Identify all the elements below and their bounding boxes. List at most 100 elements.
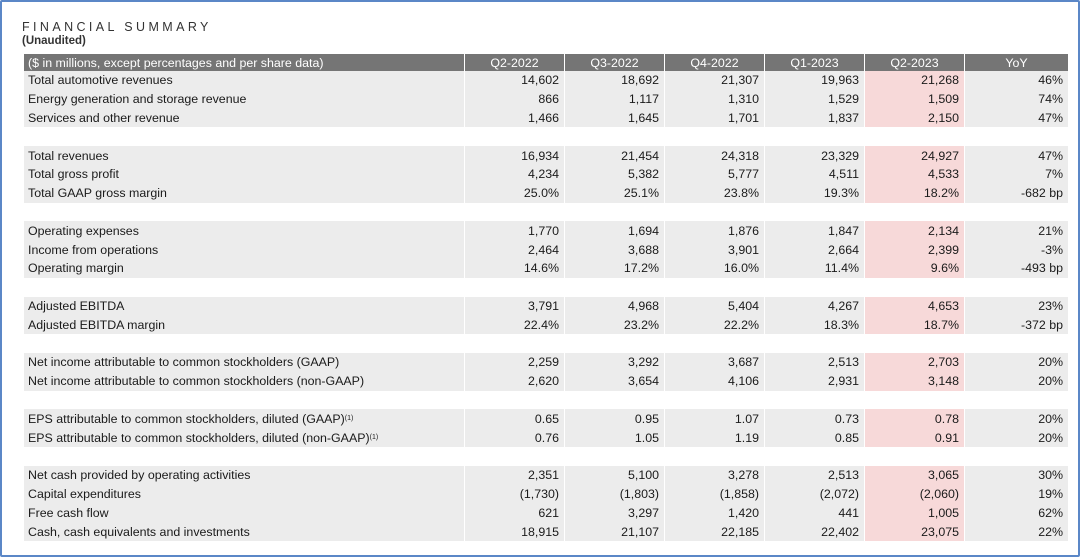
value-cell: 21,268 (865, 71, 965, 90)
yoy-cell: 30% (965, 465, 1068, 485)
value-cell: 22,185 (665, 522, 765, 541)
value-cell: 23,075 (865, 522, 965, 541)
value-cell: 3,687 (665, 352, 765, 372)
row-label: EPS attributable to common stockholders,… (24, 409, 465, 429)
value-cell: 18.3% (765, 315, 865, 335)
value-cell: 2,931 (765, 371, 865, 391)
value-cell: 21,307 (665, 71, 765, 90)
row-label: Net income attributable to common stockh… (24, 352, 465, 372)
yoy-cell: 74% (965, 89, 1068, 109)
value-cell: 866 (465, 89, 565, 109)
value-cell: 22.2% (665, 315, 765, 335)
value-cell: 2,513 (765, 465, 865, 485)
row-label: Total automotive revenues (24, 71, 465, 90)
value-cell: 3,901 (665, 240, 765, 259)
value-cell: 3,654 (565, 371, 665, 391)
value-cell: 23,329 (765, 146, 865, 165)
value-cell: 23.2% (565, 315, 665, 335)
yoy-cell: -493 bp (965, 258, 1068, 278)
value-cell: 14.6% (465, 258, 565, 278)
row-label: Energy generation and storage revenue (24, 89, 465, 109)
table-row: Net cash provided by operating activitie… (24, 465, 1068, 485)
value-cell: 18.7% (865, 315, 965, 335)
table-row: Cash, cash equivalents and investments 18… (24, 522, 1068, 541)
value-cell: 3,148 (865, 371, 965, 391)
yoy-cell: 46% (965, 71, 1068, 90)
value-cell: 1,770 (465, 221, 565, 241)
value-cell: 14,602 (465, 71, 565, 90)
value-cell: 16.0% (665, 258, 765, 278)
row-label-text: EPS attributable to common stockholders,… (28, 411, 345, 426)
financial-summary-table: ($ in millions, except percentages and p… (24, 54, 1068, 541)
header-q2-2023: Q2-2023 (865, 54, 965, 71)
value-cell: 21,107 (565, 522, 665, 541)
table-row: Adjusted EBITDA 3,791 4,968 5,404 4,267 4,653… (24, 296, 1068, 316)
value-cell: 4,267 (765, 296, 865, 316)
value-cell: 1,466 (465, 108, 565, 128)
value-cell: 4,234 (465, 164, 565, 184)
row-label: Total GAAP gross margin (24, 183, 465, 203)
row-label: Operating margin (24, 258, 465, 278)
value-cell: 3,688 (565, 240, 665, 259)
row-label-text: Total gross profit (28, 167, 119, 182)
row-label-text: Cash, cash equivalents and investments (28, 524, 250, 539)
value-cell: 1.05 (565, 428, 665, 447)
value-cell: 1,694 (565, 221, 665, 241)
row-label: Services and other revenue (24, 108, 465, 128)
value-cell: 22,402 (765, 522, 865, 541)
group-spacer (24, 203, 1068, 222)
value-cell: (2,072) (765, 484, 865, 504)
table-row: Free cash flow 621 3,297 1,420 441 1,005 62% (24, 503, 1068, 523)
value-cell: 1,529 (765, 89, 865, 109)
value-cell: 2,513 (765, 352, 865, 372)
row-label: Cash, cash equivalents and investments (24, 522, 465, 541)
value-cell: 0.76 (465, 428, 565, 447)
yoy-cell: -372 bp (965, 315, 1068, 335)
value-cell: 1,701 (665, 108, 765, 128)
row-label: Free cash flow (24, 503, 465, 523)
value-cell: 4,968 (565, 296, 665, 316)
value-cell: (2,060) (865, 484, 965, 504)
value-cell: 1,509 (865, 89, 965, 109)
group-spacer (24, 278, 1068, 297)
group-spacer (24, 334, 1068, 353)
row-label-text: Total automotive revenues (28, 73, 173, 88)
row-label: Adjusted EBITDA (24, 296, 465, 316)
yoy-cell: 62% (965, 503, 1068, 523)
value-cell: 25.1% (565, 183, 665, 203)
table-row: Total gross profit 4,234 5,382 5,777 4,511 4,… (24, 164, 1068, 184)
value-cell: 4,511 (765, 164, 865, 184)
value-cell: 4,533 (865, 164, 965, 184)
yoy-cell: 7% (965, 164, 1068, 184)
value-cell: 0.95 (565, 409, 665, 429)
value-cell: 2,150 (865, 108, 965, 128)
yoy-cell: 20% (965, 352, 1068, 372)
table-row: Operating margin 14.6% 17.2% 16.0% 11.4% 9.6%… (24, 258, 1068, 278)
header-q1-2023: Q1-2023 (765, 54, 865, 71)
value-cell: 25.0% (465, 183, 565, 203)
row-label-text: Net cash provided by operating activitie… (28, 468, 251, 483)
yoy-cell: 23% (965, 296, 1068, 316)
value-cell: 1,005 (865, 503, 965, 523)
row-label: Net income attributable to common stockh… (24, 371, 465, 391)
table-row: EPS attributable to common stockholders,… (24, 428, 1068, 447)
table-header-row: ($ in millions, except percentages and p… (24, 54, 1068, 71)
value-cell: 22.4% (465, 315, 565, 335)
page-subtitle: (Unaudited) (22, 35, 86, 47)
value-cell: 11.4% (765, 258, 865, 278)
row-label: Income from operations (24, 240, 465, 259)
value-cell: 4,106 (665, 371, 765, 391)
table-row: Capital expenditures (1,730) (1,803) (1,858… (24, 484, 1068, 504)
value-cell: 3,297 (565, 503, 665, 523)
row-label-text: Operating margin (28, 261, 124, 276)
value-cell: 2,664 (765, 240, 865, 259)
group-spacer (24, 447, 1068, 466)
row-label-text: Adjusted EBITDA (28, 298, 125, 313)
value-cell: 1,837 (765, 108, 865, 128)
value-cell: 5,777 (665, 164, 765, 184)
table-row: Total revenues 16,934 21,454 24,318 23,329 24… (24, 146, 1068, 165)
yoy-cell: 47% (965, 108, 1068, 128)
value-cell: 17.2% (565, 258, 665, 278)
table-row: Operating expenses 1,770 1,694 1,876 1,847 2,… (24, 221, 1068, 241)
